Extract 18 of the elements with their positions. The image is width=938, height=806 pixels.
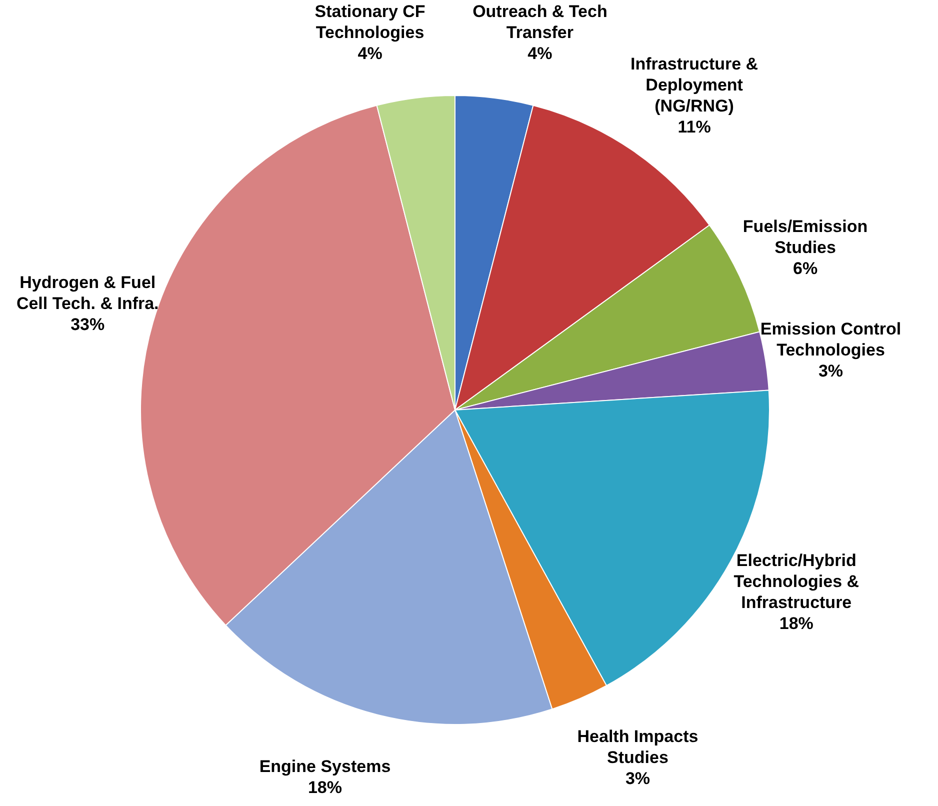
slice-label: Emission Control Technologies [760,319,902,360]
data-label: 3% [625,768,650,788]
slice-label: Stationary CF Technologies [314,2,426,42]
data-label: 11% [678,117,711,136]
slice-label: Health Impacts Studies [577,726,698,767]
data-label: 18% [308,778,342,797]
slice-label: Infrastructure & Deployment (NG/RNG) [630,54,758,116]
data-label: 6% [792,259,818,278]
data-label: 3% [818,361,844,380]
slice-label: Hydrogen & Fuel Cell Tech. & Infra. [16,272,159,313]
data-label: 4% [358,44,382,64]
data-label: 4% [528,44,552,64]
slice-label: Engine Systems [259,756,391,776]
slice-label: Electric/Hybrid Technologies & Infrastructure [734,551,860,612]
slice-label: Fuels/Emission Studies [742,217,868,258]
slice-label: Outreach & Tech Transfer [472,2,608,42]
data-label: 33% [70,314,105,334]
data-label: 18% [779,614,814,634]
